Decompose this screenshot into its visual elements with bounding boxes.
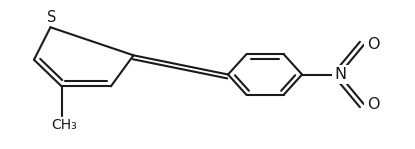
Text: CH₃: CH₃ — [51, 118, 77, 132]
Text: N: N — [334, 67, 346, 82]
Text: S: S — [47, 10, 56, 25]
Text: O: O — [367, 38, 379, 52]
Text: O: O — [367, 97, 379, 111]
